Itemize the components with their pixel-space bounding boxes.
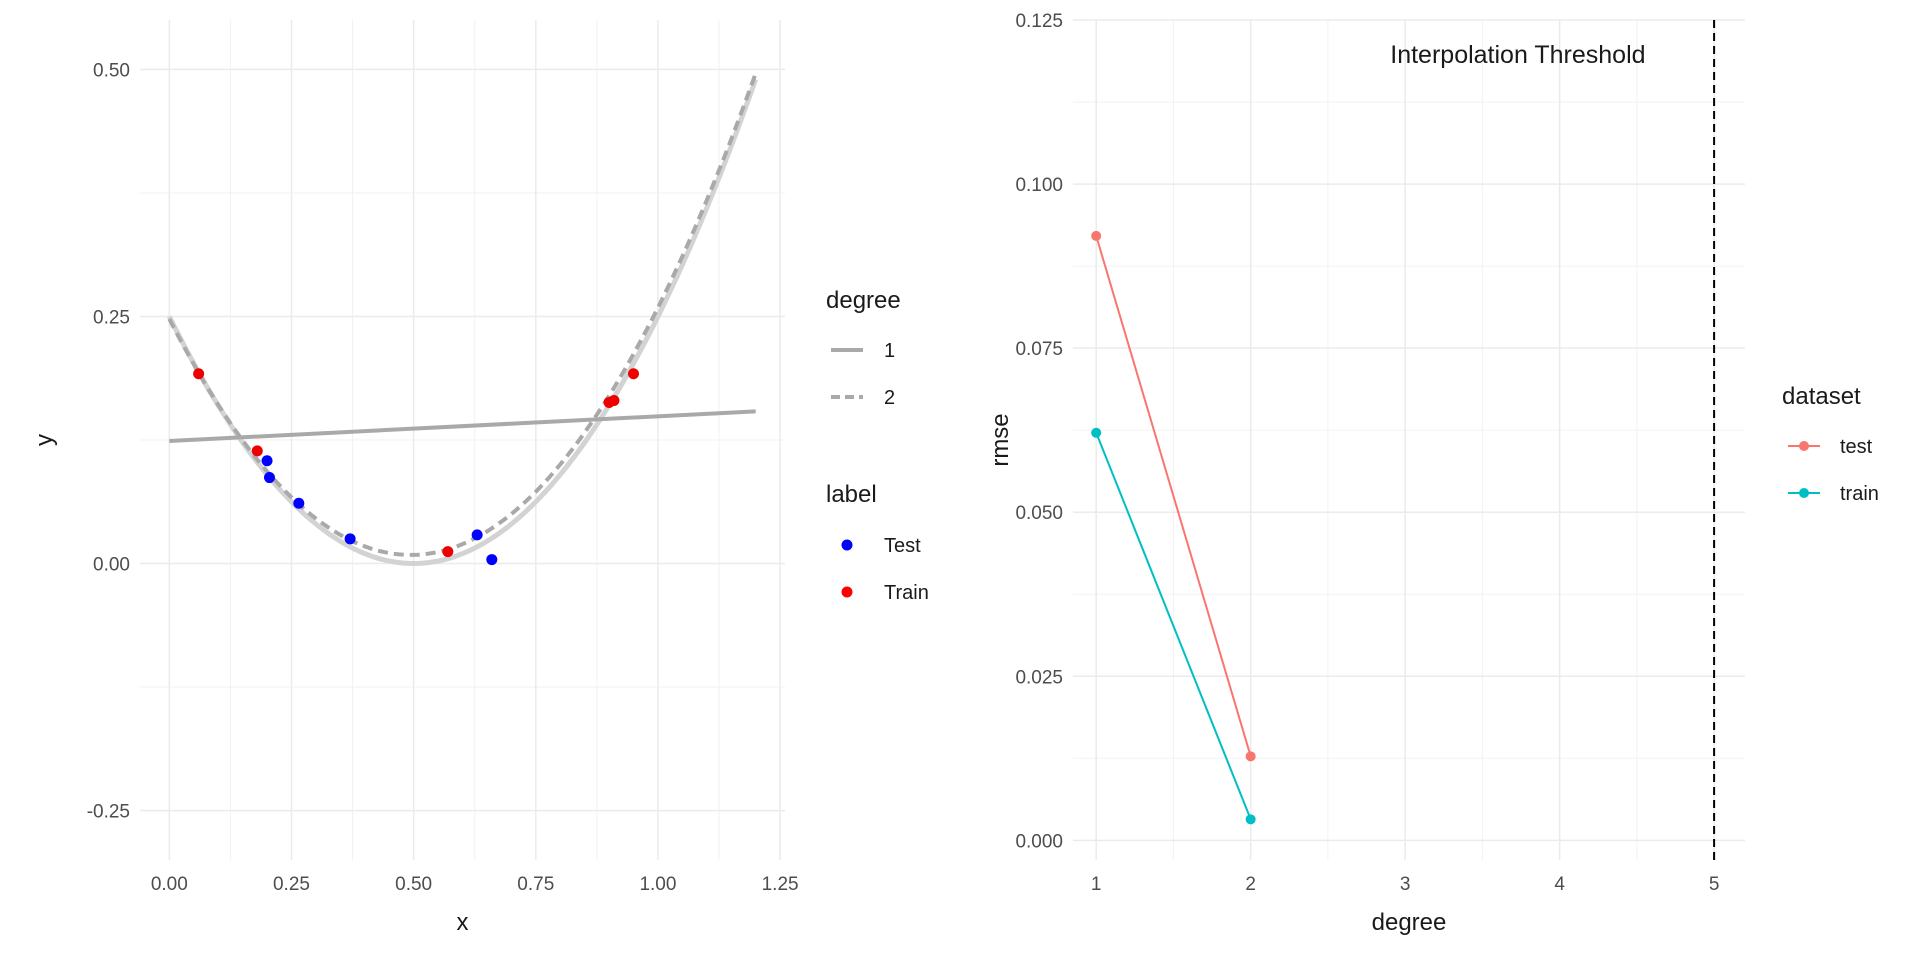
train-point [193, 368, 205, 380]
legend-label-degree: 2 [884, 387, 895, 409]
legend-title-degree: degree [826, 287, 901, 314]
x-tick-label: 2 [1245, 874, 1256, 895]
legend-label-train: train [1840, 483, 1879, 505]
x-tick-label: 0.00 [151, 874, 188, 895]
train-point [442, 546, 454, 558]
legend-label: Train [884, 582, 929, 604]
x-tick-label: 1.25 [762, 874, 799, 895]
left-panel-fit-plot: 0.00 0.25 0.50 0.75 1.00 1.25 -0.25 0.00 0.25 0.5… [31, 20, 929, 936]
y-tick-label: 0.50 [93, 60, 130, 81]
legend-label-degree: 1 [884, 340, 895, 362]
x-tick-label: 5 [1709, 874, 1720, 895]
x-tick-label: 0.75 [517, 874, 554, 895]
legend-key-point-train [1799, 488, 1809, 498]
test-point [486, 554, 498, 566]
true-curve-line [167, 78, 759, 567]
test-point [261, 455, 273, 467]
x-tick-label: 0.25 [273, 874, 310, 895]
annotation-interpolation-threshold: Interpolation Threshold [1390, 41, 1645, 69]
y-axis-title: y [31, 434, 58, 446]
y-tick-label: 0.075 [1015, 339, 1063, 360]
y-tick-label: 0.125 [1015, 11, 1063, 32]
y-tick-label: 0.00 [93, 555, 130, 576]
train-point [251, 445, 263, 457]
y-tick-label: 0.100 [1015, 175, 1063, 196]
y-tick-label: 0.050 [1015, 503, 1063, 524]
legend-label: Test [884, 535, 921, 557]
test-point [293, 497, 305, 509]
x-tick-label: 0.50 [395, 874, 432, 895]
x-tick-label: 4 [1554, 874, 1565, 895]
series-line-test [1095, 235, 1252, 757]
series-line-train [1095, 432, 1252, 820]
train-point [608, 394, 620, 406]
y-tick-label: 0.25 [93, 307, 130, 328]
test-point [263, 472, 275, 484]
test-point [344, 533, 356, 545]
y-tick-label: 0.000 [1015, 831, 1063, 852]
y-axis-title: rmse [987, 413, 1014, 466]
series-point-train [1245, 814, 1256, 825]
legend-title-label: label [826, 481, 877, 508]
y-tick-label: 0.025 [1015, 667, 1063, 688]
series-point-test [1091, 230, 1102, 241]
x-tick-label: 1 [1091, 874, 1102, 895]
train-point [628, 368, 640, 380]
right-panel-rmse-plot: 1 2 3 4 5 0.000 0.025 0.050 0.075 0.100 0.125 Inter… [987, 11, 1879, 936]
test-point [471, 529, 483, 541]
legend-title-dataset: dataset [1782, 383, 1861, 410]
series-point-test [1245, 751, 1256, 762]
x-axis-title: x [457, 909, 469, 936]
x-axis-title: degree [1372, 909, 1447, 936]
x-tick-label: 3 [1400, 874, 1411, 895]
legend-key-point-test [1799, 441, 1809, 451]
fit-degree-2-line [167, 72, 758, 557]
legend-label-test: test [1840, 436, 1873, 458]
y-tick-label: -0.25 [87, 802, 130, 823]
x-tick-label: 1.00 [639, 874, 676, 895]
fit-degree-1-line [169, 409, 756, 443]
legend-key-train [841, 586, 853, 598]
series-point-train [1091, 427, 1102, 438]
legend-key-test [841, 539, 853, 551]
